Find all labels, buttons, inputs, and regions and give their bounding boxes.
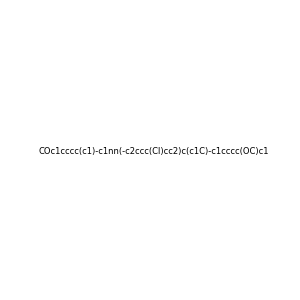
Text: COc1cccc(c1)-c1nn(-c2ccc(Cl)cc2)c(c1C)-c1cccc(OC)c1: COc1cccc(c1)-c1nn(-c2ccc(Cl)cc2)c(c1C)-c…	[38, 147, 269, 156]
